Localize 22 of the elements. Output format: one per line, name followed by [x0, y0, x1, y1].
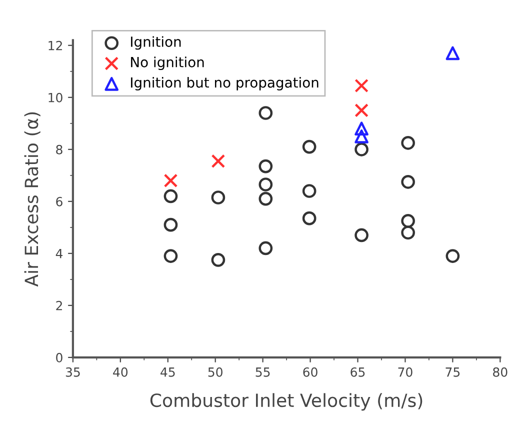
legend-label: Ignition: [131, 36, 181, 50]
y-axis-title: Air Excess Ratio (α): [24, 112, 40, 287]
y-tick-label: 6: [56, 196, 62, 206]
x-tick-label: 75: [446, 368, 460, 377]
x-tick-label: 45: [160, 368, 175, 377]
x-tick-label: 65: [350, 367, 365, 377]
y-tick-label: 10: [48, 92, 62, 102]
y-tick-label: 2: [56, 300, 62, 310]
y-tick-label: 4: [56, 249, 63, 258]
x-tick-label: 35: [66, 367, 80, 377]
x-axis-title: Combustor Inlet Velocity (m/s): [150, 393, 422, 411]
x-tick-label: 80: [493, 367, 508, 377]
y-tick-label: 8: [56, 144, 62, 154]
y-tick-label: 12: [48, 40, 62, 50]
x-tick-label: 55: [256, 368, 270, 377]
legend-label: No ignition: [131, 56, 204, 70]
x-tick-label: 60: [303, 367, 318, 377]
x-tick-label: 40: [113, 367, 128, 377]
x-tick-label: 70: [398, 367, 412, 377]
y-tick-label: 0: [56, 352, 62, 362]
x-tick-label: 50: [208, 367, 222, 377]
legend-label: Ignition but no propagation: [131, 76, 318, 90]
